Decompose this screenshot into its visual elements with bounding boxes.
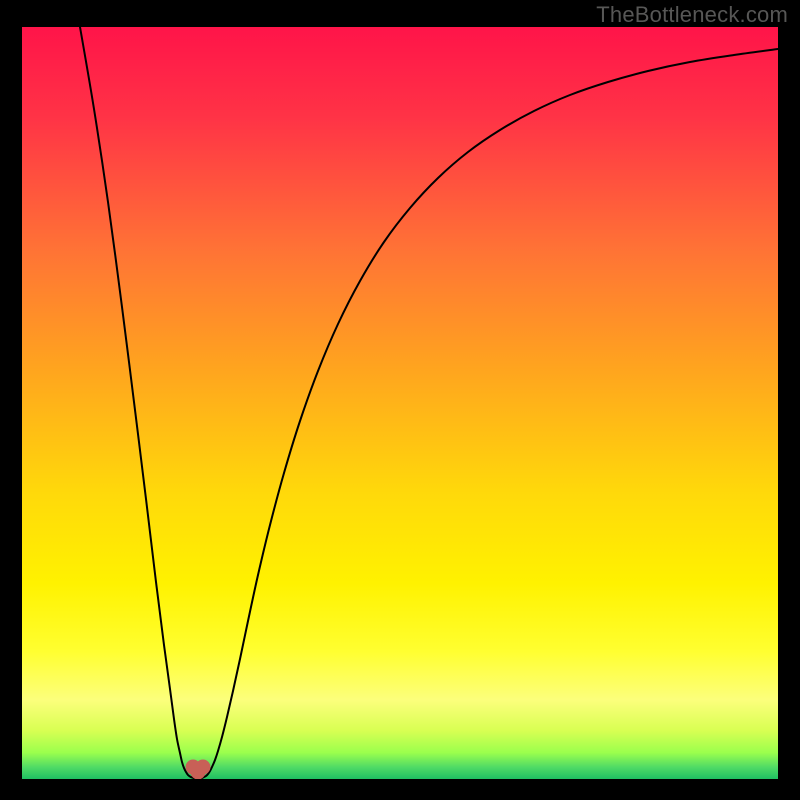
attribution-label: TheBottleneck.com [596,2,788,28]
bottleneck-curve [80,27,778,779]
curve-svg [22,27,778,779]
plot-area [22,27,778,779]
